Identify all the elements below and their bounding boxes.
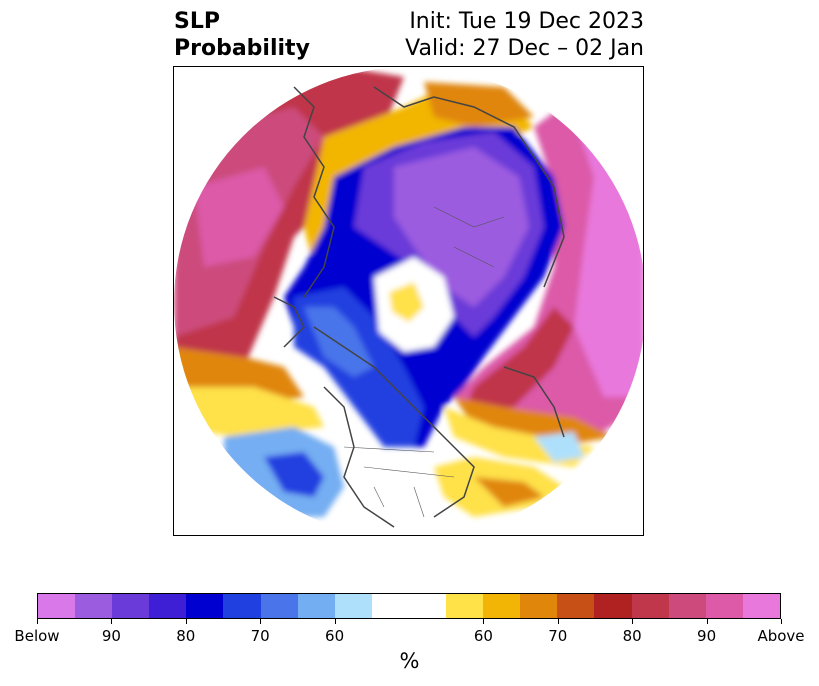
colorbar-segment: [408, 594, 447, 618]
colorbar-tick: [37, 619, 38, 624]
colorbar-tick: [334, 619, 336, 624]
map-frame: [173, 66, 644, 536]
colorbar-segment: [446, 594, 484, 618]
colorbar-segment: [594, 594, 632, 618]
colorbar-segment: [557, 594, 595, 618]
colorbar-tick-label: 80: [176, 627, 196, 645]
colorbar-tick-label: Above: [757, 627, 805, 645]
title-right: Init: Tue 19 Dec 2023 Valid: 27 Dec – 02…: [405, 8, 644, 62]
colorbar-tick-label: 70: [548, 627, 568, 645]
colorbar-labels: Below 90 80 70 60 60 70 80 90 Above: [0, 627, 819, 647]
colorbar-segment: [668, 594, 706, 618]
borders: [343, 206, 505, 518]
colorbar-tick: [781, 619, 782, 624]
colorbar-tick: [483, 619, 485, 624]
colorbar-tick: [260, 619, 262, 624]
coastlines: [273, 86, 565, 528]
colorbar-tick: [111, 619, 113, 624]
colorbar-segment: [186, 594, 224, 618]
colorbar-segment: [483, 594, 521, 618]
colorbar-tick-label: 60: [325, 627, 345, 645]
colorbar-segment: [297, 594, 335, 618]
init-date: Init: Tue 19 Dec 2023: [409, 9, 644, 34]
colorbar-segment: [631, 594, 669, 618]
polar-map: [174, 67, 643, 535]
colorbar-tick-label: 70: [250, 627, 270, 645]
colorbar-tick-label: 60: [473, 627, 493, 645]
colorbar-segment: [112, 594, 150, 618]
colorbar-tick-label: 80: [622, 627, 642, 645]
colorbar: [37, 593, 781, 619]
title-type: Probability: [174, 36, 310, 61]
colorbar-segment: [149, 594, 187, 618]
colorbar-segment: [260, 594, 298, 618]
colorbar-tick: [557, 619, 559, 624]
colorbar-tick-label: 90: [697, 627, 717, 645]
colorbar-tick-label: 90: [101, 627, 121, 645]
colorbar-segment: [371, 594, 409, 618]
colorbar-tick-label: Below: [14, 627, 60, 645]
colorbar-segment: [223, 594, 261, 618]
colorbar-segment: [38, 594, 76, 618]
title-variable: SLP: [174, 9, 220, 34]
title-left: SLP Probability: [174, 8, 310, 62]
probability-field: [174, 67, 643, 535]
colorbar-unit: %: [399, 649, 420, 673]
colorbar-segment: [75, 594, 113, 618]
colorbar-segment: [742, 594, 780, 618]
colorbar-segment: [334, 594, 372, 618]
colorbar-segment: [705, 594, 743, 618]
colorbar-tick: [185, 619, 187, 624]
valid-range: Valid: 27 Dec – 02 Jan: [405, 36, 644, 61]
colorbar-tick: [632, 619, 634, 624]
colorbar-segment: [520, 594, 558, 618]
colorbar-tick: [706, 619, 708, 624]
